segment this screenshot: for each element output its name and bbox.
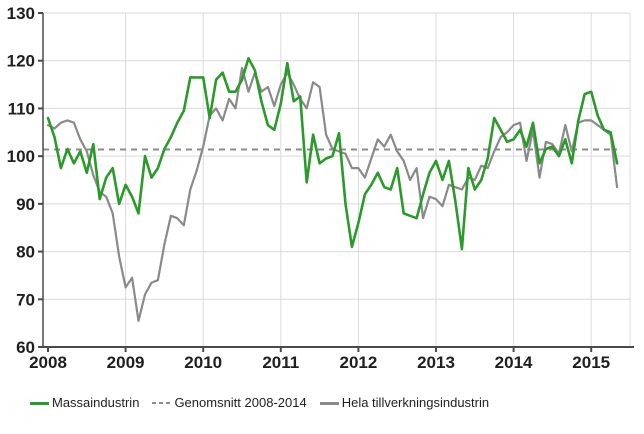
legend-label: Massaindustrin — [52, 395, 140, 410]
x-axis-label: 2008 — [29, 353, 67, 372]
chart-legend: Massaindustrin Genomsnitt 2008-2014 Hela… — [30, 394, 489, 412]
axes — [38, 12, 634, 352]
x-axis-label: 2015 — [572, 353, 610, 372]
x-axis-label: 2012 — [339, 353, 377, 372]
x-axis-labels: 2008 2009 2010 2011 2012 2013 2014 2015 — [29, 353, 610, 372]
x-axis-label: 2009 — [107, 353, 145, 372]
green-line-swatch-icon — [30, 401, 49, 405]
dashed-line-swatch-icon — [152, 402, 172, 404]
legend-label: Hela tillverkningsindustrin — [341, 395, 490, 410]
legend-item-massaindustrin: Massaindustrin — [30, 394, 139, 412]
data-series — [46, 56, 619, 322]
legend-label: Genomsnitt 2008-2014 — [174, 395, 307, 410]
x-axis-label: 2014 — [495, 353, 533, 372]
y-axis-label: 110 — [8, 99, 35, 118]
y-axis-label: 80 — [16, 243, 35, 262]
y-axis-label: 120 — [7, 52, 35, 71]
y-axis-label: 70 — [16, 290, 35, 309]
y-axis-label: 60 — [16, 338, 35, 357]
gridlines — [43, 12, 631, 347]
legend-item-hela-tillverkningsindustrin: Hela tillverkningsindustrin — [319, 394, 490, 412]
y-axis-label: 130 — [7, 4, 35, 23]
y-axis-label: 90 — [16, 195, 35, 214]
x-axis-label: 2011 — [262, 353, 299, 372]
x-axis-label: 2010 — [184, 353, 222, 372]
x-axis-label: 2013 — [417, 353, 455, 372]
y-axis-label: 100 — [7, 147, 35, 166]
y-axis-labels: 60 70 80 90 100 110 120 130 — [7, 4, 35, 357]
legend-item-genomsnitt: Genomsnitt 2008-2014 — [152, 394, 307, 412]
gray-line-swatch-icon — [319, 401, 339, 405]
